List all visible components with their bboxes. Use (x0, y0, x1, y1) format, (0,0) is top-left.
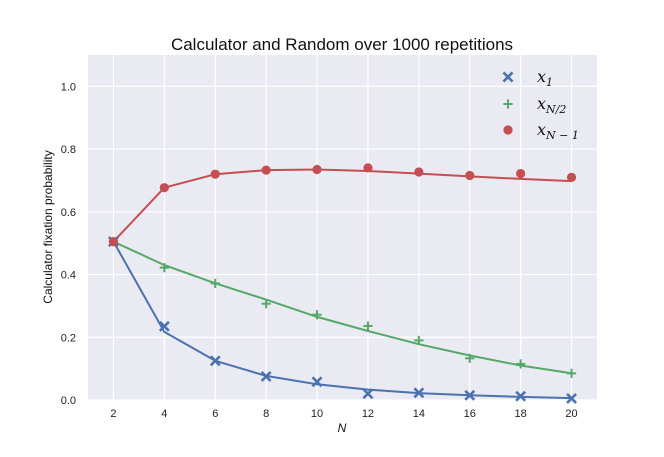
marker-stroke (362, 388, 374, 400)
data-point-x-n-minus-1 (108, 237, 119, 247)
data-point-x-n-minus-1 (312, 164, 322, 175)
data-point-x-n-half (566, 368, 577, 378)
data-point-x-n-minus-1 (210, 169, 220, 179)
data-point-x-n-half (210, 278, 220, 288)
data-point-x-n-minus-1 (566, 172, 577, 182)
series-line-x-n-half (113, 240, 572, 375)
x-tick-label: 16 (464, 408, 476, 420)
legend-subscript: 1 (546, 76, 553, 89)
x-tick-label: 6 (212, 408, 218, 420)
x-tick-label: 8 (263, 408, 269, 420)
series-line-x1 (112, 241, 572, 400)
data-point-x-n-minus-1 (363, 163, 373, 173)
marker-stroke (311, 376, 323, 388)
y-axis-label: Calculator fixation probability (41, 150, 55, 303)
plot-area (88, 55, 597, 400)
x-tick-label: 12 (362, 408, 374, 420)
data-point-x-n-half (414, 335, 424, 346)
marker-stroke (260, 371, 272, 382)
marker-stroke (158, 320, 170, 332)
x-tick-label: 10 (311, 408, 323, 420)
x-tick-label: 20 (565, 408, 577, 420)
legend-marker-x-n-half (503, 99, 513, 109)
marker-stroke (464, 389, 476, 401)
legend-subscript: N/2 (545, 103, 566, 116)
legend-base: x (537, 67, 546, 86)
data-point-x1 (464, 389, 476, 401)
data-point-x-n-half (363, 321, 373, 331)
series-markers (108, 163, 577, 404)
data-point-x-n-minus-1 (261, 165, 271, 175)
data-point-x1 (260, 371, 272, 382)
series-lines (112, 168, 572, 400)
data-point-x1 (566, 392, 577, 404)
legend-subscript: N − 1 (545, 129, 579, 142)
data-point-x-n-half (516, 359, 526, 369)
data-point-x1 (158, 320, 170, 332)
x-tick-label: 14 (413, 408, 425, 420)
x-axis-label: N (338, 421, 347, 435)
data-point-x1 (362, 388, 374, 400)
legend-label-x-n-half: xN/2 (537, 94, 566, 116)
series-line-x-n-minus-1 (112, 168, 572, 243)
y-tick-label: 0.4 (61, 270, 76, 282)
data-point-x-n-half (312, 310, 322, 320)
marker-stroke (413, 387, 425, 399)
y-tick-label: 0.6 (61, 207, 76, 219)
legend-marker-x1 (502, 71, 514, 83)
marker-stroke (209, 355, 221, 367)
legend-label-x-n-minus-1: xN − 1 (537, 120, 579, 142)
legend-label-x1: x1 (537, 67, 553, 89)
data-point-x-n-minus-1 (159, 183, 169, 193)
y-tick-label: 1.0 (61, 81, 76, 93)
x-tick-label: 2 (110, 408, 116, 420)
legend-base: x (537, 94, 546, 113)
data-point-x-n-minus-1 (414, 167, 424, 177)
y-ticks: 0.0 0.2 0.4 0.6 0.8 1.0 (61, 81, 76, 407)
marker-stroke (566, 392, 577, 404)
legend-marker-x-n-minus-1 (503, 125, 513, 135)
x-tick-label: 4 (161, 408, 167, 420)
data-point-x-n-half (465, 353, 475, 363)
chart-title: Calculator and Random over 1000 repetiti… (171, 35, 513, 54)
data-point-x-n-minus-1 (516, 168, 526, 179)
data-point-x-n-minus-1 (465, 170, 475, 181)
data-point-x1 (515, 390, 527, 402)
marker-stroke (515, 390, 527, 402)
x-ticks: 2 4 6 8 10 12 14 16 18 20 (110, 408, 577, 420)
data-point-x-n-half (261, 299, 271, 309)
data-point-x1 (311, 376, 323, 388)
y-tick-label: 0.2 (61, 332, 76, 344)
x-tick-label: 18 (515, 408, 527, 420)
marker-stroke (502, 71, 514, 83)
y-tick-label: 0.0 (61, 395, 76, 407)
data-point-x1 (209, 355, 221, 367)
grid (88, 55, 597, 401)
data-point-x-n-half (159, 263, 169, 273)
data-point-x1 (413, 387, 425, 399)
legend-base: x (537, 120, 546, 139)
y-tick-label: 0.8 (61, 144, 76, 156)
